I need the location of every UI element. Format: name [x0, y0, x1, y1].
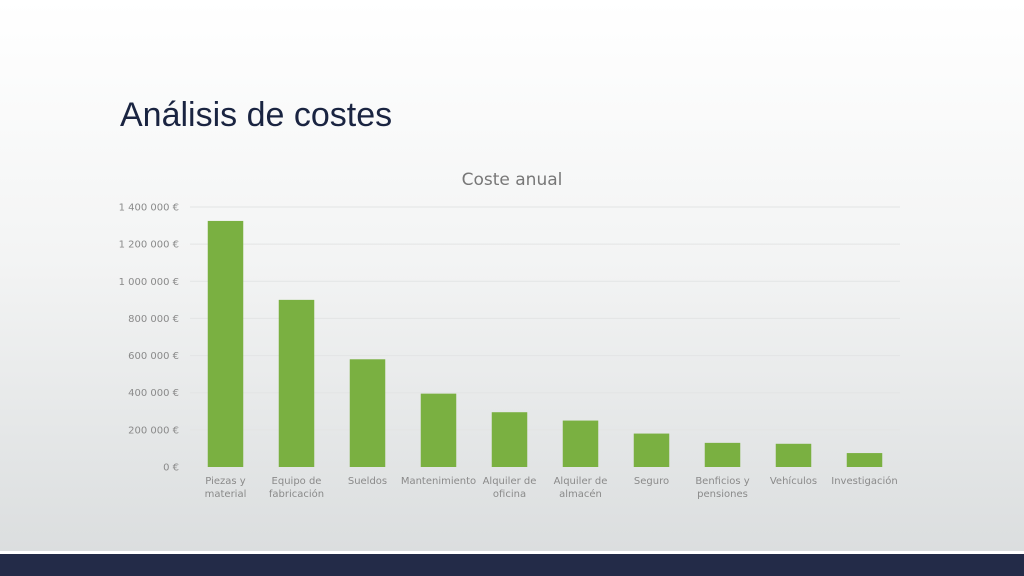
x-tick-label: Piezas y material — [205, 476, 247, 500]
bars — [207, 220, 883, 467]
x-tick-label: Vehículos — [770, 475, 817, 487]
bar — [633, 433, 670, 467]
x-tick-label: Alquiler de oficina — [483, 476, 537, 500]
y-tick-label: 1 000 000 € — [119, 277, 179, 288]
bar — [562, 420, 599, 467]
bar — [420, 393, 457, 467]
footer-divider — [0, 551, 1024, 554]
slide-title: Análisis de costes — [120, 96, 393, 134]
bar — [704, 442, 741, 467]
bar — [349, 359, 386, 467]
bar — [491, 412, 528, 467]
x-tick-label: Equipo de fabricación — [269, 476, 324, 500]
y-tick-label: 1 400 000 € — [119, 203, 179, 214]
x-axis-category-labels: Piezas y material Equipo de fabricación Suel… — [205, 475, 898, 500]
x-tick-label: Sueldos — [348, 476, 387, 487]
bar — [278, 299, 315, 467]
y-tick-label: 0 € — [163, 463, 179, 474]
y-tick-label: 600 000 € — [128, 351, 179, 362]
y-tick-label: 800 000 € — [128, 314, 179, 325]
y-tick-label: 200 000 € — [128, 425, 179, 436]
x-tick-label: Mantenimiento — [401, 476, 476, 487]
x-tick-label: Alquiler de almacén — [554, 476, 608, 500]
bar — [207, 220, 244, 467]
y-tick-label: 1 200 000 € — [119, 240, 179, 251]
chart-title: Coste anual — [461, 170, 563, 190]
y-axis-tick-labels: 0 € 200 000 € 400 000 € 600 000 € 800 000 € 1… — [119, 203, 179, 474]
y-tick-label: 400 000 € — [128, 388, 179, 399]
bar — [846, 453, 883, 467]
x-tick-label: Seguro — [634, 476, 669, 487]
x-tick-label: Benficios y pensiones — [695, 476, 749, 500]
x-tick-label: Investigación — [831, 475, 897, 487]
footer-bar — [0, 554, 1024, 576]
bar — [775, 443, 812, 467]
